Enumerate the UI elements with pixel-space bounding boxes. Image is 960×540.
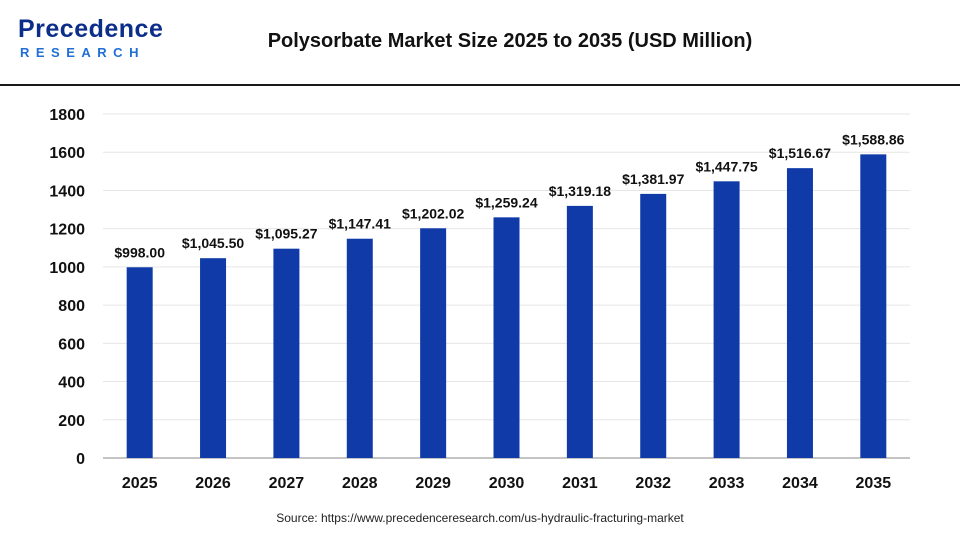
bar: [346, 238, 373, 458]
data-label: $1,045.50: [182, 235, 244, 251]
x-tick-label: 2031: [562, 475, 598, 492]
data-label: $1,319.18: [549, 183, 611, 199]
logo-wordmark: Precedence: [18, 15, 164, 43]
bar: [640, 193, 667, 458]
data-label: $1,202.02: [402, 205, 464, 221]
y-tick-label: 1400: [49, 183, 85, 200]
chart-title: Polysorbate Market Size 2025 to 2035 (US…: [267, 30, 753, 52]
data-label: $1,381.97: [622, 171, 684, 187]
x-tick-label: 2030: [489, 475, 525, 492]
x-tick-label: 2032: [635, 475, 671, 492]
y-tick-label: 800: [58, 298, 85, 315]
bar: [420, 228, 447, 458]
x-tick-label: 2025: [122, 475, 158, 492]
x-tick-label: 2034: [782, 475, 818, 492]
data-label: $1,147.41: [329, 216, 391, 232]
logo-subtitle: RESEARCH: [20, 45, 145, 60]
x-tick-label: 2026: [195, 475, 231, 492]
source-note: Source: https://www.precedenceresearch.c…: [276, 511, 684, 525]
bar-chart: 0 200 400 600 800 1000 1200 1400 1600 1800 $998.00…: [49, 107, 910, 492]
y-tick-label: 1600: [49, 145, 85, 162]
chart-area: 0 200 400 600 800 1000 1200 1400 1600 1800 $998.00…: [0, 86, 960, 540]
x-tick-label: 2033: [709, 475, 745, 492]
y-tick-label: 1800: [49, 107, 85, 124]
bar: [493, 217, 520, 458]
y-tick-label: 200: [58, 413, 85, 430]
y-tick-label: 0: [76, 451, 85, 468]
bar: [786, 168, 813, 458]
bar: [566, 205, 593, 458]
bar: [273, 248, 300, 458]
bar: [713, 181, 740, 458]
x-tick-label: 2035: [856, 475, 892, 492]
y-tick-label: 600: [58, 336, 85, 353]
header-divider: [0, 84, 960, 86]
header: Precedence RESEARCH Polysorbate Market S…: [0, 0, 960, 84]
y-tick-label: 400: [58, 375, 85, 392]
x-tick-label: 2028: [342, 475, 378, 492]
data-label: $1,259.24: [475, 194, 537, 210]
brand-logo: Precedence RESEARCH: [18, 14, 168, 66]
data-label: $1,095.27: [255, 226, 317, 242]
bar: [126, 267, 153, 458]
data-label: $1,516.67: [769, 145, 831, 161]
x-tick-label: 2029: [415, 475, 451, 492]
x-tick-label: 2027: [269, 475, 305, 492]
y-tick-label: 1000: [49, 260, 85, 277]
data-label: $1,588.86: [842, 131, 904, 147]
bar: [200, 258, 227, 458]
data-label: $998.00: [114, 244, 165, 260]
data-label: $1,447.75: [695, 158, 757, 174]
y-tick-label: 1200: [49, 222, 85, 239]
bar: [860, 154, 887, 458]
